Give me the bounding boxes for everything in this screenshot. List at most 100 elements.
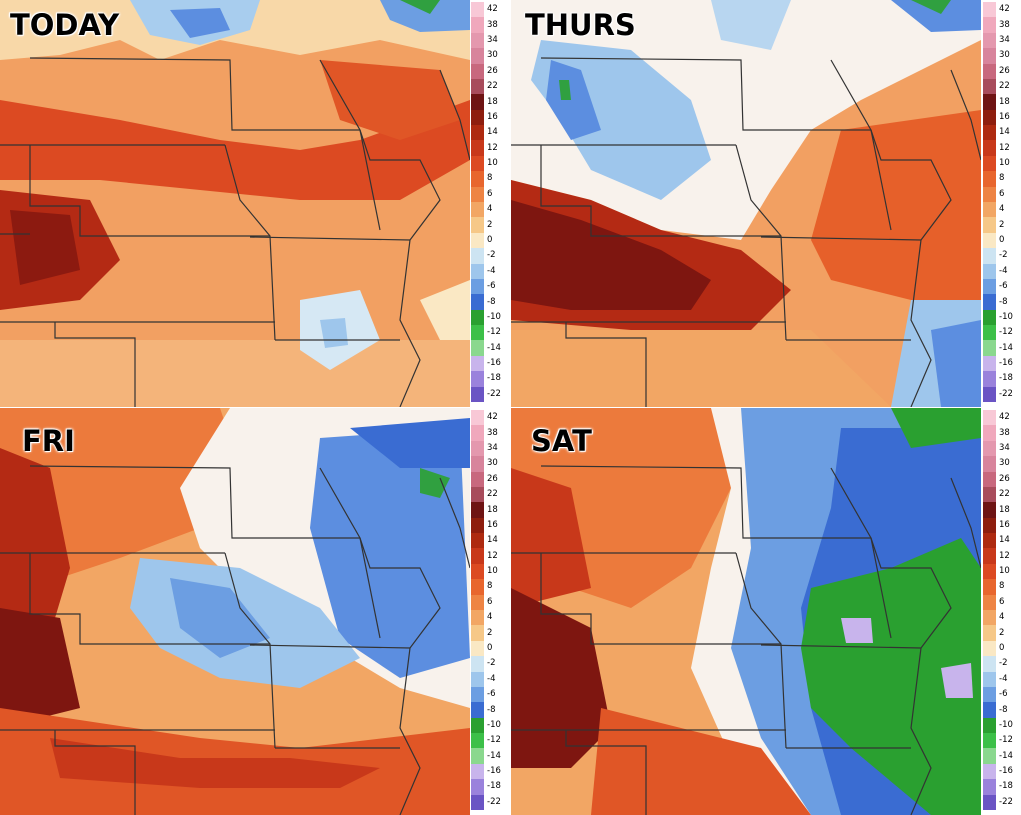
colorbar-tick-label: 8 (487, 173, 493, 184)
colorbar-tick-label: -22 (999, 796, 1013, 807)
colorbar-swatch (983, 340, 996, 357)
colorbar-swatch (471, 702, 484, 719)
colorbar-swatch (471, 671, 484, 688)
colorbar-swatch (983, 471, 996, 488)
colorbar-tick-label: -8 (487, 704, 496, 715)
colorbar-tick-label: 42 (999, 4, 1010, 15)
colorbar-swatch (983, 263, 996, 280)
colorbar-swatch (471, 640, 484, 657)
colorbar-tick-label: 18 (999, 96, 1010, 107)
colorbar-tick-label: -12 (487, 735, 501, 746)
colorbar-tick-label: 12 (999, 550, 1010, 561)
colorbar-tick-label: 34 (487, 442, 498, 453)
colorbar-swatch (471, 78, 484, 95)
colorbar-tick-label: -6 (999, 281, 1008, 292)
colorbar-tick-label: 2 (999, 219, 1005, 230)
colorbar-tick-label: 10 (487, 566, 498, 577)
colorbar-swatch (983, 548, 996, 565)
colorbar-tick-label: 0 (999, 642, 1005, 653)
colorbar-tick-label: 18 (487, 504, 498, 515)
colorbar-swatch (983, 371, 996, 388)
colorbar-tick-label: 14 (999, 127, 1010, 138)
colorbar-swatch (471, 109, 484, 126)
colorbar-swatch (983, 717, 996, 734)
colorbar-swatch (983, 410, 996, 426)
map-panel-today: TODAY (0, 0, 470, 407)
colorbar-swatch (471, 217, 484, 234)
map-panel-thurs: THURS (511, 0, 981, 407)
colorbar-swatch (983, 294, 996, 311)
colorbar-tick-label: 16 (999, 519, 1010, 530)
colorbar-swatch (471, 17, 484, 34)
colorbar-swatch (983, 48, 996, 65)
colorbar-swatch (471, 733, 484, 749)
colorbar-swatch (471, 548, 484, 565)
colorbar-swatch (471, 140, 484, 157)
colorbar-swatch (983, 686, 996, 703)
colorbar-swatch (983, 625, 996, 642)
colorbar-swatch (471, 48, 484, 65)
panel-title: THURS (525, 8, 636, 42)
colorbar-tick-label: -6 (487, 689, 496, 700)
colorbar-tick-label: -6 (999, 689, 1008, 700)
colorbar-swatch (471, 309, 484, 326)
colorbar-swatch (983, 2, 996, 18)
colorbar-swatch (471, 610, 484, 626)
colorbar-tick-label: 38 (487, 427, 498, 438)
colorbar-swatch (471, 94, 484, 111)
colorbar-swatch (471, 579, 484, 596)
colorbar-swatch (471, 748, 484, 765)
colorbar-fri: 42 38 34 30 26 22 18 16 14 12 10 8 6 4 2 0 -2 -4 -6 -8 -10 -1… (471, 408, 511, 815)
colorbar-tick-label: -8 (999, 296, 1008, 307)
colorbar-tick-label: 10 (999, 158, 1010, 169)
anomaly-field-today (0, 0, 470, 407)
colorbar-tick-label: 8 (487, 581, 493, 592)
colorbar-tick-label: 42 (999, 412, 1010, 423)
anomaly-field-fri (0, 408, 470, 815)
colorbar-tick-label: -4 (487, 673, 496, 684)
colorbar-tick-label: 4 (999, 612, 1005, 623)
colorbar-swatch (471, 171, 484, 188)
colorbar-swatch (983, 733, 996, 749)
colorbar-swatch (471, 563, 484, 580)
colorbar-tick-label: -16 (999, 766, 1013, 777)
colorbar-tick-label: 6 (999, 188, 1005, 199)
colorbar-swatch (983, 278, 996, 295)
colorbar-swatch (471, 186, 484, 203)
colorbar-tick-label: -22 (487, 388, 501, 399)
colorbar-swatch (983, 125, 996, 141)
colorbar-swatch (983, 32, 996, 49)
colorbar-swatch (983, 579, 996, 596)
colorbar-swatch (471, 232, 484, 249)
colorbar-swatch (983, 748, 996, 765)
colorbar-swatch (471, 248, 484, 265)
colorbar-tick-label: 38 (999, 19, 1010, 30)
colorbar-tick-label: -18 (487, 781, 501, 792)
colorbar-tick-label: 30 (999, 458, 1010, 469)
colorbar-tick-label: 16 (999, 111, 1010, 122)
colorbar-tick-label: -22 (999, 388, 1013, 399)
colorbar-swatch (983, 610, 996, 626)
colorbar-tick-label: 30 (999, 50, 1010, 61)
colorbar-tick-label: 14 (487, 127, 498, 138)
colorbar-swatch (471, 125, 484, 141)
colorbar-tick-label: 18 (487, 96, 498, 107)
anomaly-field-thurs (511, 0, 981, 407)
colorbar-tick-label: 16 (487, 111, 498, 122)
colorbar-tick-label: -12 (999, 735, 1013, 746)
colorbar-tick-label: 26 (999, 473, 1010, 484)
colorbar-tick-label: -16 (487, 358, 501, 369)
colorbar-tick-label: 4 (487, 612, 493, 623)
colorbar-swatch (983, 456, 996, 473)
colorbar-tick-label: 12 (487, 550, 498, 561)
colorbar-tick-label: -14 (999, 342, 1013, 353)
colorbar-sat: 42 38 34 30 26 22 18 16 14 12 10 8 6 4 2 0 -2 -4 -6 -8 -10 -1… (983, 408, 1021, 815)
colorbar-tick-label: 30 (487, 50, 498, 61)
colorbar-swatch (471, 517, 484, 534)
colorbar-swatch (471, 440, 484, 457)
colorbar-tick-label: -4 (999, 265, 1008, 276)
colorbar-tick-label: 26 (999, 65, 1010, 76)
colorbar-swatch (983, 425, 996, 442)
colorbar-tick-label: 22 (487, 81, 498, 92)
colorbar-tick-label: 14 (487, 535, 498, 546)
